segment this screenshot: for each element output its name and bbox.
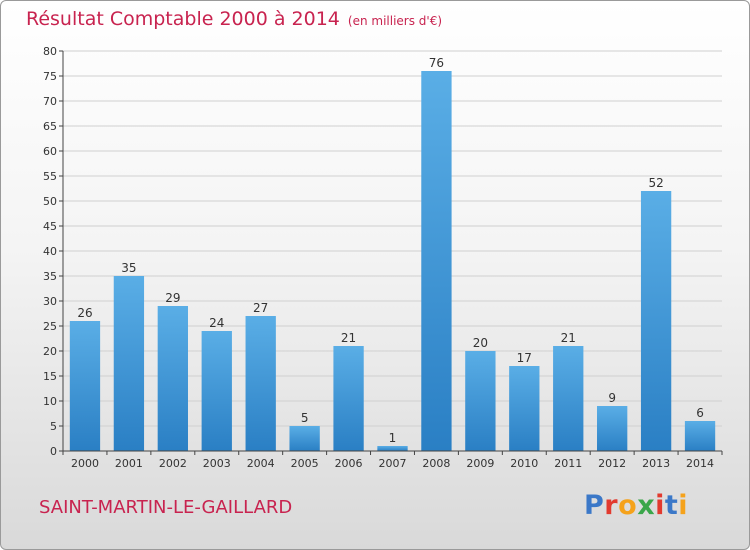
data-label-2011: 21 [561,331,576,345]
bar-2007 [377,446,408,451]
grid-lines [63,50,722,427]
bar-2009 [465,351,496,451]
y-tick-label: 55 [43,170,57,183]
y-tick-label: 45 [43,220,57,233]
proxiti-logo: Proxiti [584,490,688,521]
bar-2001 [113,276,145,451]
logo-letter: i [678,490,689,521]
x-tick-label: 2010 [510,457,538,470]
logo-letter: P [584,490,605,521]
bar-2005 [289,426,320,451]
y-tick-label: 25 [43,320,57,333]
x-tick-label: 2009 [466,457,494,470]
logo-letter: o [618,490,638,521]
data-label-2006: 21 [341,331,356,345]
y-tick-label: 10 [43,395,57,408]
x-tick-label: 2005 [291,457,319,470]
data-label-2000: 26 [77,306,92,320]
y-tick-label: 30 [43,295,57,308]
data-label-2012: 9 [608,391,616,405]
x-tick-label: 2011 [554,457,582,470]
chart-title: Résultat Comptable 2000 à 2014 (en millie… [26,8,442,30]
y-tick-label: 5 [50,420,57,433]
y-tick-label: 20 [43,345,57,358]
x-tick-label: 2013 [642,457,670,470]
data-label-2009: 20 [473,336,488,350]
bar-2004 [245,316,276,451]
bar-2006 [333,346,364,451]
bar-2003 [201,331,232,451]
x-tick-label: 2002 [159,457,187,470]
data-label-2001: 35 [121,261,136,275]
x-tick-label: 2003 [203,457,231,470]
data-label-2010: 17 [517,351,532,365]
logo-letter: t [664,490,679,521]
y-tick-label: 50 [43,195,57,208]
x-tick-labels: 2000 2001 2002 2003 2004 2005 2006 2007 2008 2009… [62,451,723,470]
bars [69,71,716,451]
x-tick-label: 2001 [115,457,143,470]
x-tick-label: 2014 [686,457,714,470]
bar-2012 [597,406,628,451]
y-tick-label: 0 [50,445,57,458]
bar-2008 [421,71,452,451]
x-tick-label: 2012 [598,457,626,470]
x-tick-label: 2006 [335,457,363,470]
y-tick-label: 15 [43,370,57,383]
data-label-2008: 76 [429,56,444,70]
x-tick-label: 2000 [71,457,99,470]
chart-title-main: Résultat Comptable 2000 à 2014 [26,8,340,30]
logo-letter: i [655,490,665,521]
y-tick-label: 80 [43,45,57,58]
bar-2014 [684,421,716,451]
data-label-2005: 5 [301,411,309,425]
bar-2013 [640,191,672,451]
y-tick-labels: 0 5 10 15 20 25 30 35 40 45 50 55 60 65 70 75 80 [43,45,63,458]
data-label-2003: 24 [209,316,224,330]
bar-2000 [69,321,101,451]
x-tick-label: 2007 [379,457,407,470]
x-tick-label: 2004 [247,457,275,470]
y-tick-label: 60 [43,145,57,158]
logo-letter: x [637,490,656,521]
logo-letter: r [604,490,619,521]
data-label-2013: 52 [648,176,663,190]
y-tick-label: 70 [43,95,57,108]
bar-2002 [157,306,188,451]
chart-subtitle: (en milliers d'€) [347,14,443,28]
data-label-2014: 6 [696,406,704,420]
y-tick-label: 40 [43,245,57,258]
bar-2010 [509,366,540,451]
data-label-2002: 29 [165,291,180,305]
y-tick-label: 75 [43,70,57,83]
data-label-2004: 27 [253,301,268,315]
y-tick-label: 65 [43,120,57,133]
data-label-2007: 1 [389,431,397,445]
y-tick-label: 35 [43,270,57,283]
bar-2011 [553,346,584,451]
data-labels: 26 35 29 24 27 5 21 1 76 20 17 21 9 52 6 [77,56,704,445]
commune-name: SAINT-MARTIN-LE-GAILLARD [39,497,293,518]
x-tick-label: 2008 [422,457,450,470]
